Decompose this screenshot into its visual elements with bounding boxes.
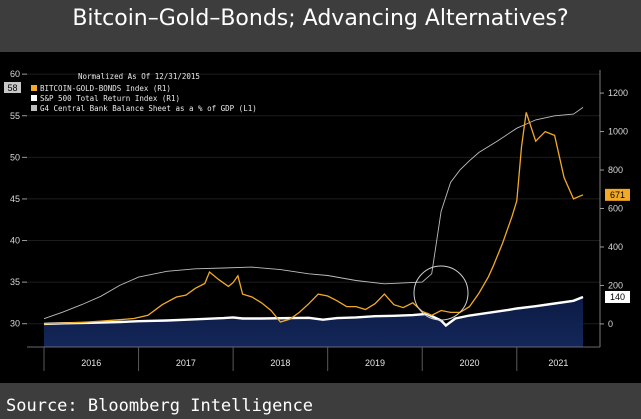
left-tick-label: 50 <box>10 152 20 162</box>
right-tick-label: 1200 <box>608 88 628 98</box>
source-caption: Source: Bloomberg Intelligence <box>6 396 314 416</box>
series-line-bitcoin-gold-bonds <box>43 112 584 325</box>
x-tick-label: 2021 <box>548 358 568 368</box>
x-tick-label: 2019 <box>365 358 385 368</box>
chart-title: Bitcoin–Gold–Bonds; Advancing Alternativ… <box>72 6 569 31</box>
highlight-circle <box>413 265 469 321</box>
x-tick-label: 2017 <box>176 358 196 368</box>
chart-svg: 30 35 40 45 50 55 60 0 200 400 600 800 1000 1200 201… <box>0 52 641 383</box>
x-tick-label: 2018 <box>270 358 290 368</box>
legend: Normalized As Of 12/31/2015 BITCOIN-GOLD… <box>31 72 257 113</box>
last-value-label-bitcoin-gold-bonds: 671 <box>610 190 625 200</box>
right-tick-label: 200 <box>608 280 623 290</box>
series-line-sp500 <box>43 295 584 328</box>
left-tick-label: 30 <box>10 319 20 329</box>
x-tick-label: 2016 <box>81 358 101 368</box>
left-tick-label: 35 <box>10 277 20 287</box>
left-axis-marker-box <box>4 82 21 93</box>
left-tick-label: 60 <box>10 69 20 79</box>
last-value-box-bitcoin-gold-bonds <box>605 188 630 201</box>
legend-swatch-sp500 <box>31 95 37 101</box>
series-line-g4-balance-sheet <box>43 107 584 320</box>
left-tick-label: 45 <box>10 194 20 204</box>
right-tick-label: 0 <box>608 319 613 329</box>
legend-label-bitcoin-gold-bonds: BITCOIN-GOLD-BONDS Index (R1) <box>40 84 171 93</box>
right-tick-label: 400 <box>608 242 623 252</box>
legend-swatch-bitcoin-gold-bonds <box>31 85 37 91</box>
right-tick-label: 1000 <box>608 127 628 137</box>
legend-label-sp500: S&P 500 Total Return Index (R1) <box>40 94 180 103</box>
last-value-box-sp500 <box>605 290 630 303</box>
left-tick-label: 40 <box>10 236 20 246</box>
right-tick-label: 600 <box>608 204 623 214</box>
x-tick-label: 2020 <box>459 358 479 368</box>
legend-label-g4-balance-sheet: G4 Central Bank Balance Sheet as a % of … <box>40 104 257 113</box>
legend-swatch-g4-balance-sheet <box>31 105 37 111</box>
sp500-area <box>44 297 583 347</box>
right-tick-label: 800 <box>608 165 623 175</box>
left-tick-label: 55 <box>10 111 20 121</box>
last-value-label-sp500: 140 <box>610 292 625 302</box>
left-axis-marker-label: 58 <box>7 83 17 93</box>
legend-title: Normalized As Of 12/31/2015 <box>78 72 200 81</box>
